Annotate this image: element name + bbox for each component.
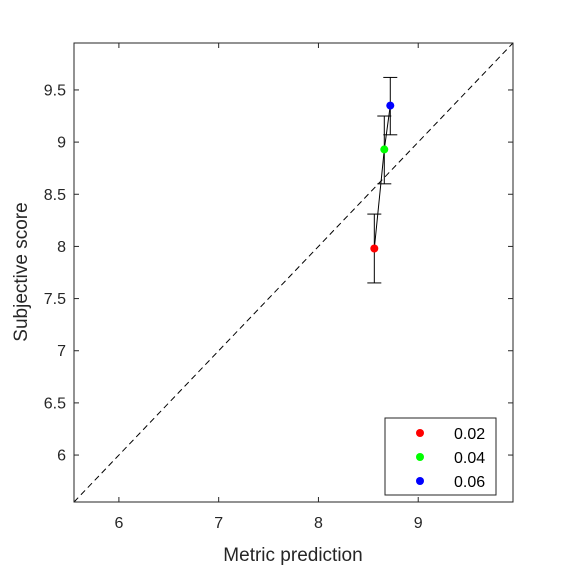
data-point xyxy=(380,145,389,154)
legend-marker xyxy=(416,477,424,485)
x-tick-label: 6 xyxy=(114,515,123,532)
y-tick-label: 9 xyxy=(57,135,66,152)
point-layer xyxy=(370,101,395,253)
legend-label: 0.06 xyxy=(454,474,485,491)
legend-box xyxy=(384,417,497,496)
y-tick-label: 8.5 xyxy=(44,187,66,204)
legend-items: 0.02 0.04 0.06 xyxy=(416,426,485,491)
plot-frame xyxy=(73,42,514,503)
y-tick-label: 6 xyxy=(57,448,66,465)
x-axis-label: Metric prediction xyxy=(223,545,362,566)
y-tick-label: 9.5 xyxy=(44,82,66,99)
x-tick-label: 7 xyxy=(214,515,223,532)
tick-label-layer: 6 7 8 9 6 6.5 7 7.5 8 8.5 9 9.5 xyxy=(44,82,423,532)
y-tick-label: 8 xyxy=(57,239,66,256)
data-point xyxy=(370,244,379,253)
reference-line xyxy=(73,42,514,503)
legend-marker xyxy=(416,429,424,437)
y-tick-label: 7 xyxy=(57,343,66,360)
x-tick-label: 9 xyxy=(414,515,423,532)
legend: 0.02 0.04 0.06 xyxy=(384,417,497,496)
y-tick-label: 7.5 xyxy=(44,291,66,308)
tick-layer xyxy=(74,43,513,502)
legend-label: 0.02 xyxy=(454,426,485,443)
reference-line-layer xyxy=(73,42,514,503)
y-axis-label: Subjective score xyxy=(11,202,32,341)
legend-label: 0.04 xyxy=(454,450,485,467)
legend-marker xyxy=(416,453,424,461)
data-point xyxy=(386,101,395,110)
x-tick-label: 8 xyxy=(314,515,323,532)
y-tick-label: 6.5 xyxy=(44,395,66,412)
